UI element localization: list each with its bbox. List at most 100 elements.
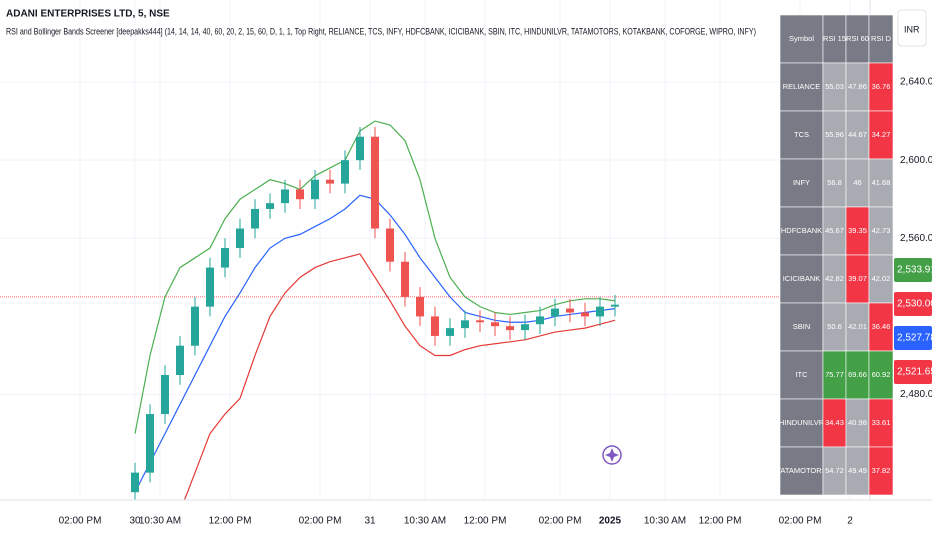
rsi-value: 41.68 [872, 178, 891, 187]
candle-body [581, 312, 589, 317]
price-tag [894, 292, 932, 316]
rsi-value: 69.66 [848, 370, 867, 379]
rsi-value: 36.76 [872, 82, 891, 91]
rsi-value: 37.82 [872, 466, 891, 475]
band-line [134, 194, 616, 493]
rsi-value: 40.98 [848, 418, 867, 427]
table-cell [779, 350, 824, 400]
candle-body [251, 208, 259, 229]
candle-body [536, 316, 544, 325]
candle-body [356, 136, 364, 161]
rsi-value: 60.92 [872, 370, 891, 379]
rsi-value: 33.61 [872, 418, 891, 427]
symbol-cell: ITC [795, 370, 808, 379]
rsi-value: 44.67 [848, 130, 867, 139]
x-tick-label: 12:00 PM [209, 516, 252, 527]
candle-body [401, 261, 409, 297]
rsi-value: 55.96 [825, 130, 844, 139]
indicator-label: RSI and Bollinger Bands Screener [deepak… [6, 26, 756, 36]
table-cell [779, 302, 824, 352]
price-tag [894, 258, 932, 282]
symbol-cell: ICICIBANK [783, 274, 821, 283]
candle-body [236, 228, 244, 249]
price-tag-label: 2,521.65 [897, 367, 932, 378]
x-tick-label: 10:30 AM [644, 516, 686, 527]
x-tick-label: 10:30 AM [404, 516, 446, 527]
symbol-cell: TCS [794, 130, 809, 139]
symbol-cell: SBIN [793, 322, 811, 331]
screener-table: Symbol RSI 15 RSI 60 RSI D RELIANCE 55.03 47.8… [776, 14, 894, 496]
x-tick-label: 10:30 AM [139, 516, 181, 527]
rsi-value: 36.46 [872, 322, 891, 331]
currency-box[interactable] [897, 9, 927, 47]
y-tick-label: 2,560.00 [900, 233, 932, 244]
rsi-value: 42.02 [872, 274, 891, 283]
x-tick-label: 2 [847, 516, 853, 527]
candle-body [611, 304, 619, 307]
candle-body [551, 308, 559, 317]
rsi-value: 42.01 [848, 322, 867, 331]
candle-body [131, 472, 139, 493]
rsi-value: 34.43 [825, 418, 844, 427]
candle-body [521, 324, 529, 331]
table-cell [868, 62, 894, 112]
y-tick-label: 2,600.00 [900, 155, 932, 166]
rsi-value: 49.49 [848, 466, 867, 475]
rsi-value: 56.8 [827, 178, 842, 187]
x-tick-label: 02:00 PM [779, 516, 822, 527]
rsi-value: 75.77 [825, 370, 844, 379]
table-cell [868, 302, 894, 352]
candle-body [206, 267, 214, 307]
rsi-value: 39.07 [848, 274, 867, 283]
candle-body [311, 179, 319, 200]
candle-body [491, 322, 499, 327]
table-cell [868, 350, 894, 400]
rsi-value: 50.6 [827, 322, 842, 331]
candle-body [161, 375, 169, 415]
candle-body [566, 308, 574, 313]
x-tick-label: 31 [364, 516, 376, 527]
table-cell [868, 446, 894, 496]
event-marker[interactable] [602, 445, 622, 465]
candle-body [461, 320, 469, 329]
rsi-value: 46 [853, 178, 861, 187]
candle-body [281, 189, 289, 204]
y-tick-label: 2,640.00 [900, 77, 932, 88]
x-tick-label: 12:00 PM [464, 516, 507, 527]
candle-body [476, 320, 484, 323]
table-cell [868, 254, 894, 304]
rsi-value: 34.27 [872, 130, 891, 139]
price-tag-label: 2,530.00 [897, 299, 932, 310]
rsi-value: 42.73 [872, 226, 891, 235]
symbol-title: ADANI ENTERPRISES LTD, 5, NSE [6, 9, 170, 20]
table-cell [779, 62, 824, 112]
candle-body [431, 316, 439, 336]
symbol-cell: HINDUNILVR [779, 418, 825, 427]
x-tick-label: 02:00 PM [59, 516, 102, 527]
candle-body [296, 189, 304, 200]
candle-body [191, 306, 199, 346]
candle-body [416, 296, 424, 317]
currency[interactable]: INR [904, 24, 920, 34]
table-cell [868, 158, 894, 208]
rsi-value: 54.72 [825, 466, 844, 475]
symbol-cell: TATAMOTORS [776, 466, 826, 475]
symbol-cell: INFY [793, 178, 810, 187]
table-cell [779, 158, 824, 208]
band-line [183, 253, 616, 500]
x-tick-label: 02:00 PM [539, 516, 582, 527]
rsi-value: 42.82 [825, 274, 844, 283]
rsi-value: 45.67 [825, 226, 844, 235]
candle-body [326, 179, 334, 184]
candle-body [176, 345, 184, 375]
candle-body [506, 326, 514, 331]
table-cell [779, 254, 824, 304]
table-cell [868, 398, 894, 448]
price-tag [894, 360, 932, 384]
price-tag-label: 2,527.78 [897, 333, 932, 344]
column-header: Symbol [789, 34, 814, 43]
candle-body [371, 136, 379, 229]
symbol-cell: RELIANCE [783, 82, 821, 91]
